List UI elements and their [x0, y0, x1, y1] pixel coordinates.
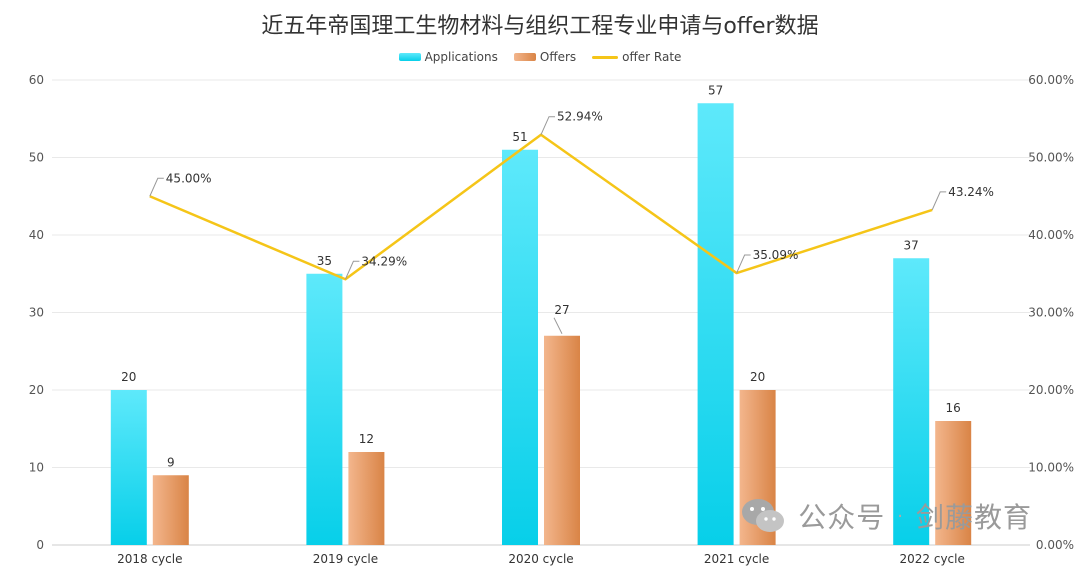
- legend-swatch-offers: [513, 53, 536, 61]
- offer-rate-line: [149, 133, 933, 281]
- data-label-applications: 57: [708, 83, 723, 97]
- rate-data-label: 43.24%: [948, 185, 994, 199]
- x-tick-label: 2022 cycle: [900, 552, 965, 566]
- rate-label-leader: [736, 254, 751, 274]
- y-tick-left: 50: [29, 151, 44, 165]
- x-tick-label: 2019 cycle: [313, 552, 378, 566]
- data-label-offers: 12: [359, 432, 374, 446]
- legend-swatch-offer-rate: [592, 55, 619, 59]
- y-tick-left: 60: [29, 73, 44, 87]
- watermark-text-2: 剑藤教育: [915, 501, 1032, 534]
- rate-label-leader: [931, 191, 947, 211]
- bar-applications: [110, 390, 147, 545]
- bar-offers: [935, 421, 972, 545]
- legend-swatch-applications: [398, 53, 421, 61]
- bar-applications: [893, 258, 930, 545]
- rate-data-label: 45.00%: [166, 171, 212, 185]
- legend-item-applications: Applications: [398, 50, 498, 64]
- bar-offers: [152, 475, 189, 545]
- rate-label-leader: [540, 116, 555, 135]
- y-tick-right: 20.00%: [1028, 383, 1074, 397]
- watermark: 公众号 · 剑藤教育: [740, 496, 1032, 536]
- x-tick-label: 2020 cycle: [508, 552, 573, 566]
- y-tick-right: 40.00%: [1028, 228, 1074, 242]
- y-tick-right: 10.00%: [1028, 461, 1074, 475]
- bar-applications: [502, 149, 538, 545]
- label-leader: [553, 317, 563, 334]
- rate-data-label: 35.09%: [753, 248, 799, 262]
- rate-label-leader: [149, 177, 164, 197]
- legend-label-offer-rate: offer Rate: [622, 50, 682, 64]
- data-label-applications: 35: [317, 254, 332, 268]
- y-tick-left: 0: [36, 538, 44, 552]
- data-label-applications: 51: [512, 130, 527, 144]
- y-tick-right: 0.00%: [1036, 538, 1074, 552]
- y-tick-left: 10: [29, 461, 44, 475]
- data-label-offers: 9: [167, 455, 175, 469]
- bar-offers: [544, 335, 580, 545]
- x-tick-label: 2021 cycle: [704, 552, 769, 566]
- y-tick-right: 30.00%: [1028, 306, 1074, 320]
- rate-label-leader: [344, 260, 360, 280]
- x-tick-label: 2018 cycle: [117, 552, 182, 566]
- y-tick-left: 40: [29, 228, 44, 242]
- rate-data-label: 34.29%: [361, 254, 407, 268]
- legend-item-offers: Offers: [513, 50, 577, 64]
- data-label-offers: 20: [750, 370, 765, 384]
- bar-applications: [697, 103, 734, 545]
- data-label-offers: 16: [946, 401, 961, 415]
- data-label-applications: 20: [121, 370, 136, 384]
- legend-label-offers: Offers: [539, 50, 577, 64]
- y-tick-left: 30: [29, 306, 44, 320]
- legend-label-applications: Applications: [424, 50, 498, 64]
- wechat-icon: [742, 499, 785, 532]
- watermark-dot: ·: [897, 505, 904, 527]
- y-tick-right: 60.00%: [1028, 73, 1074, 87]
- y-tick-left: 20: [29, 383, 44, 397]
- legend-item-offer-rate: offer Rate: [592, 50, 681, 64]
- legend: Applications Offers offer Rate: [0, 50, 1080, 64]
- watermark-text-1: 公众号: [798, 501, 886, 534]
- y-tick-right: 50.00%: [1028, 151, 1074, 165]
- data-label-applications: 37: [904, 238, 919, 252]
- bar-applications: [306, 273, 343, 545]
- bar-offers: [348, 452, 385, 545]
- chart-title: 近五年帝国理工生物材料与组织工程专业申请与offer数据: [261, 14, 819, 39]
- data-label-offers: 27: [554, 303, 569, 317]
- rate-data-label: 52.94%: [557, 110, 603, 124]
